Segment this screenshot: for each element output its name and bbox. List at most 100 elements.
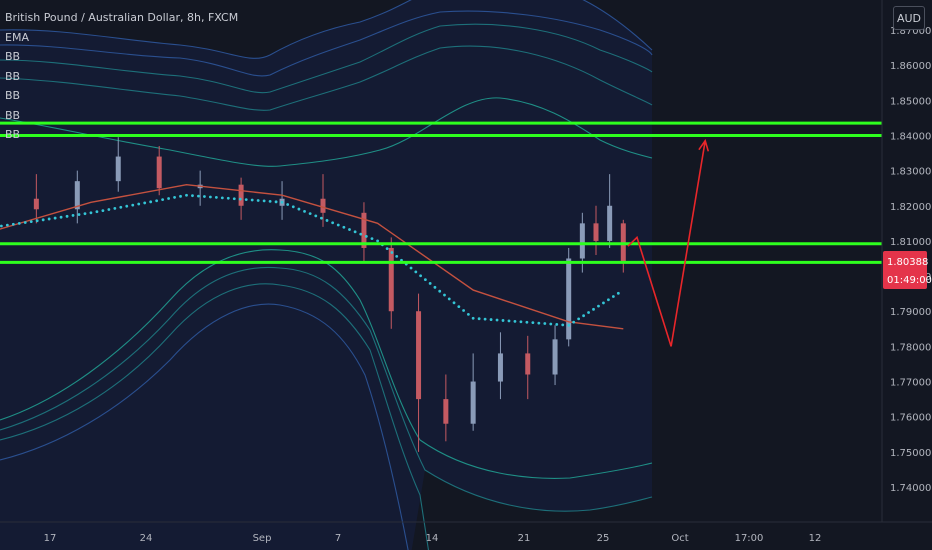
bb-mid-dot	[325, 219, 329, 222]
bb-mid-dot	[185, 193, 188, 197]
candle-body	[593, 223, 599, 241]
ema-line[interactable]	[0, 183, 624, 330]
candle-13[interactable]	[443, 374, 449, 442]
bollinger-band-fill	[0, 0, 652, 550]
y-tick-label: 1.84000	[890, 131, 931, 142]
current-price-tag[interactable]	[883, 251, 927, 289]
bb-mid-dot	[59, 215, 63, 219]
currency-badge[interactable]: AUD	[893, 6, 925, 30]
y-tick-label: 1.76000	[890, 413, 931, 424]
legend-bb-5[interactable]: BB	[5, 128, 21, 141]
candle-9[interactable]	[320, 174, 326, 227]
x-tick-label: 17	[44, 533, 57, 544]
legend-bb-1[interactable]: BB	[5, 50, 21, 63]
bb-mid-dot	[173, 196, 176, 199]
y-tick-label: 1.86000	[890, 61, 931, 72]
x-tick-label: 21	[518, 533, 531, 544]
candle-body	[388, 247, 394, 312]
bollinger-band-line-4[interactable]	[0, 45, 653, 111]
bb-mid-dot	[572, 320, 576, 324]
bb-mid-dot	[119, 205, 123, 209]
bb-mid-dot	[113, 207, 117, 210]
candle-3[interactable]	[74, 170, 80, 224]
bb-mid-dot	[567, 323, 571, 327]
candle-10[interactable]	[361, 202, 367, 263]
candle-body	[33, 198, 39, 210]
bb-mid-dot	[274, 200, 278, 204]
x-tick-label: 14	[426, 533, 439, 544]
bb-mid-dot	[137, 202, 141, 206]
candle-20[interactable]	[593, 205, 599, 255]
bb-mid-dot	[149, 200, 153, 204]
bollinger-band-line-5[interactable]	[0, 97, 653, 167]
bb-mid-dot	[438, 289, 442, 293]
bb-mid-dot	[107, 208, 111, 211]
bb-mid-dot	[519, 320, 523, 324]
candle-body	[566, 258, 572, 340]
bb-mid-dot	[549, 322, 553, 326]
bollinger-band-line-9[interactable]	[0, 303, 410, 550]
bb-mid-dot	[29, 220, 33, 223]
candle-18[interactable]	[566, 247, 572, 347]
candle-4[interactable]	[115, 137, 121, 192]
bb-mid-dot	[262, 199, 266, 203]
candle-14[interactable]	[470, 353, 476, 431]
projection-path[interactable]	[627, 140, 706, 347]
legend-bb-2[interactable]: BB	[5, 69, 21, 83]
candle-body	[416, 311, 422, 400]
candle-2[interactable]	[33, 174, 39, 224]
candle-15[interactable]	[497, 332, 503, 400]
candle-16[interactable]	[525, 335, 531, 400]
bb-mid-dot	[501, 319, 505, 322]
bb-mid-dot	[577, 317, 581, 321]
bb-mid-dot	[428, 282, 432, 285]
bb-mid-dot	[53, 216, 57, 220]
bb-mid-dot	[155, 199, 159, 203]
bb-mid-dot	[457, 305, 461, 309]
candle-5[interactable]	[156, 146, 162, 196]
bb-mid-dot	[71, 214, 75, 217]
bollinger-band-line-8[interactable]	[0, 283, 430, 550]
bb-mid-dot	[385, 247, 389, 251]
bollinger-band-line-7[interactable]	[0, 266, 653, 512]
candle-21[interactable]	[607, 174, 613, 248]
bb-mid-dot	[602, 301, 605, 305]
bb-mid-dot	[331, 221, 335, 225]
y-tick-label: 1.78000	[890, 342, 931, 353]
bb-mid-dot	[582, 314, 585, 318]
bb-mid-dot	[561, 323, 565, 327]
bb-mid-dot	[303, 209, 306, 213]
bollinger-band-line-1[interactable]	[0, 0, 653, 59]
bb-mid-dot	[483, 317, 487, 321]
bb-mid-dot	[336, 223, 340, 227]
candle-12[interactable]	[416, 293, 422, 452]
bb-mid-dot	[607, 298, 610, 302]
bb-mid-dot	[197, 194, 200, 198]
bb-mid-dot	[447, 297, 451, 301]
bb-mid-dotted-line[interactable]	[0, 193, 620, 327]
legend-bb-3[interactable]: BB	[5, 89, 21, 102]
candle-body	[470, 381, 476, 424]
y-tick-label: 1.81000	[890, 237, 931, 248]
bb-mid-dot	[5, 223, 9, 227]
y-tick-label: 1.87000	[890, 26, 931, 37]
bb-mid-dot	[77, 213, 81, 216]
candle-body	[443, 399, 449, 424]
bb-mid-dot	[471, 316, 475, 320]
bollinger-band-line-6[interactable]	[0, 249, 653, 479]
legend-bb-4[interactable]: BB	[5, 108, 21, 122]
bollinger-band-line-2[interactable]	[0, 10, 653, 77]
candle-17[interactable]	[552, 325, 558, 386]
bb-mid-dot	[525, 320, 529, 324]
candle-body	[361, 212, 367, 248]
bb-mid-dot	[587, 311, 590, 314]
bb-mid-dot	[17, 221, 21, 225]
bb-mid-dot	[47, 217, 51, 221]
legend-ema[interactable]: EMA	[5, 30, 29, 44]
candle-body	[552, 339, 558, 375]
bb-mid-dot	[409, 266, 413, 270]
bollinger-band-line-3[interactable]	[0, 23, 653, 94]
bb-mid-dot	[414, 270, 418, 274]
